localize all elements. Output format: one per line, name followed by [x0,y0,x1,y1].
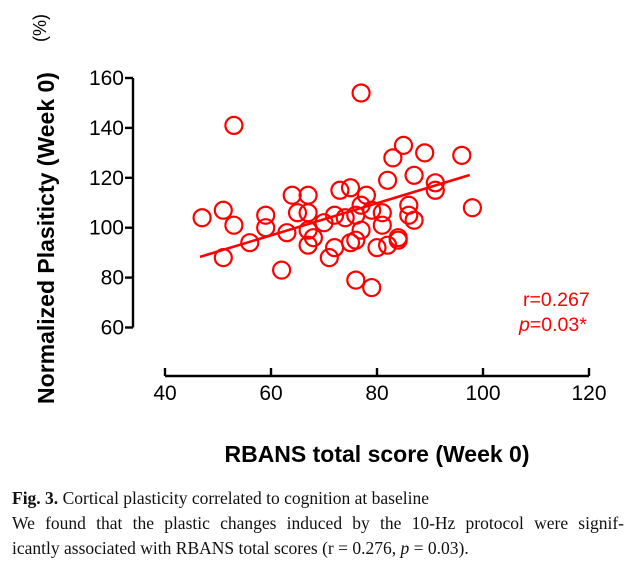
data-point [256,218,276,238]
data-point [351,220,371,240]
scatter-chart: 60 80 100 120 140 160 40 60 80 100 120 (%) Normali… [30,14,607,467]
caption-line3-pre: icantly associated with RBANS total scor… [12,538,401,558]
data-point [298,203,318,223]
tick-labels: 60 80 100 120 140 160 40 60 80 100 120 [89,67,607,405]
y-tick-label: 120 [89,167,124,190]
caption-line-2: We found that the plastic changes induce… [12,513,624,533]
axes [125,76,591,378]
data-point [319,248,339,268]
data-point [224,215,244,235]
stat-p-annotation: p=0.03* [518,314,587,336]
data-point [340,178,361,198]
data-point [415,143,435,163]
scatter-points [192,83,482,298]
data-point [240,233,260,253]
y-axis-unit-label: (%) [30,14,50,42]
x-tick-label: 120 [571,382,606,405]
data-point [351,83,371,103]
data-point [372,203,392,223]
data-point [393,135,414,155]
caption-title-text: Cortical plasticity correlated to cognit… [58,488,429,508]
x-axis-title: RBANS total score (Week 0) [224,441,529,467]
data-point [325,205,345,225]
y-tick-label: 80 [101,267,124,290]
caption-line-3: icantly associated with RBANS total scor… [12,536,624,561]
caption-line3-post: = 0.03). [409,538,469,558]
data-point [399,205,419,225]
x-tick-label: 100 [465,382,500,405]
data-point [335,208,355,228]
data-point [452,145,472,165]
y-axis-title: Normalized Plasiticty (Week 0) [33,72,59,404]
y-tick-label: 160 [89,67,124,90]
x-tick-label: 80 [365,382,388,405]
regression-line-group [199,173,471,259]
y-tick-label: 60 [101,317,124,340]
data-point [425,180,445,200]
stat-r-annotation: r=0.267 [523,289,590,311]
data-point [404,165,424,185]
regression-line [199,173,471,259]
caption-line3-p: p [400,538,410,558]
x-tick-label: 60 [259,382,282,405]
data-point [346,270,366,290]
stat-p-value: =0.03* [530,314,587,336]
data-point [404,210,424,230]
data-point [287,203,308,223]
data-point [462,198,482,218]
data-point [298,185,318,205]
data-point [383,148,403,168]
data-point [372,215,392,235]
data-point [224,115,244,136]
data-point [346,230,366,250]
figure-caption: Fig. 3. Cortical plasticity correlated t… [12,486,624,561]
data-point [378,170,398,190]
data-point [192,208,212,228]
data-point [362,200,382,220]
data-point [298,235,318,255]
data-point [330,180,350,200]
stat-p-symbol: p [518,314,530,336]
data-point [362,277,382,298]
data-point [272,260,292,280]
data-point [325,238,345,258]
data-point [388,230,408,250]
data-point [367,238,387,258]
data-point [282,185,302,205]
data-point [256,205,276,225]
x-tick-label: 40 [153,382,176,405]
y-tick-label: 140 [89,117,124,140]
data-point [213,200,233,220]
y-tick-label: 100 [89,217,124,240]
caption-fig-label: Fig. 3. [12,488,59,508]
caption-line-1: Fig. 3. Cortical plasticity correlated t… [12,486,624,511]
